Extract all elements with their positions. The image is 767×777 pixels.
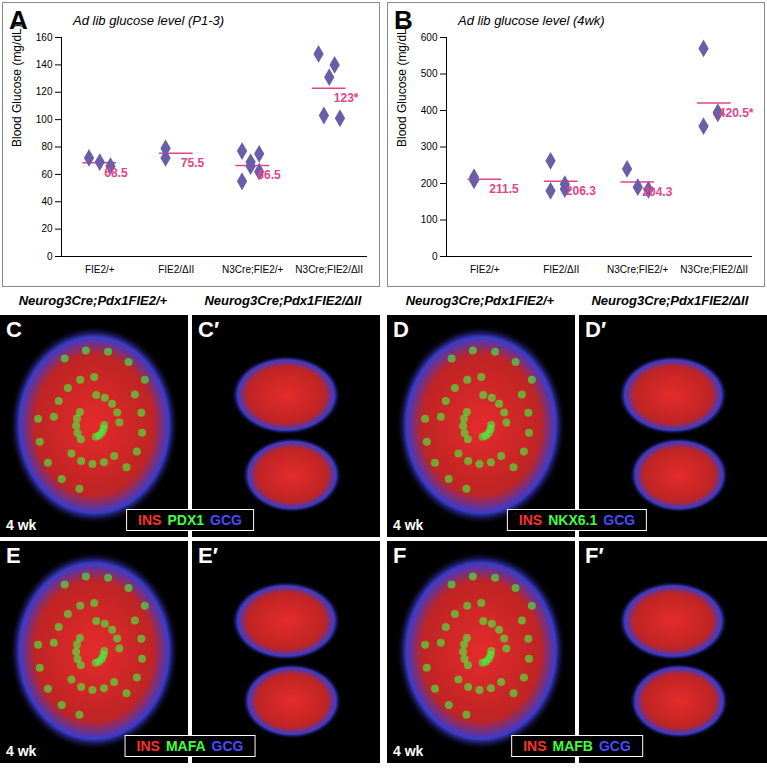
html-text:Neurog3Cre;Pdx1FIE2/+: Neurog3Cre;Pdx1FIE2/+ (405, 293, 555, 308)
svg-text:68.5: 68.5 (104, 166, 128, 180)
html-text:D: D (393, 317, 409, 342)
svg-text:20: 20 (41, 223, 53, 234)
html-text:Neurog3Cre;Pdx1FIE2/ΔII: Neurog3Cre;Pdx1FIE2/ΔII (204, 293, 362, 308)
html-text:A: A (9, 5, 28, 35)
html-text:C′: C′ (198, 317, 220, 342)
html-text:F: F (393, 543, 407, 568)
svg-text:600: 600 (421, 32, 438, 43)
html-text:Ad lib glucose level (4wk): Ad lib glucose level (4wk) (458, 13, 605, 28)
svg-text:Blood Glucose (mg/dL): Blood Glucose (mg/dL) (10, 24, 24, 147)
html-text:INS NKX6.1 GCG: INS NKX6.1 GCG (518, 512, 636, 528)
svg-text:FIE2/ΔII: FIE2/ΔII (158, 264, 194, 275)
svg-text:FIE2/ΔII: FIE2/ΔII (543, 264, 579, 275)
html-text:Ad lib glucose level (P1-3): Ad lib glucose level (P1-3) (73, 13, 224, 28)
svg-text:211.5: 211.5 (489, 182, 519, 196)
svg-text:100: 100 (421, 214, 438, 225)
html-text:B: B (394, 5, 413, 35)
html-text:4 wk: 4 wk (393, 517, 424, 533)
svg-text:100: 100 (36, 114, 53, 125)
html-text:INS MAFB GCG: INS MAFB GCG (523, 738, 631, 754)
svg-text:300: 300 (421, 141, 438, 152)
html-text:F′: F′ (585, 543, 604, 568)
svg-text:N3Cre;FIE2/+: N3Cre;FIE2/+ (222, 264, 284, 275)
svg-text:420.5*: 420.5* (719, 106, 754, 120)
svg-text:40: 40 (41, 196, 53, 207)
svg-text:N3Cre;FIE2/ΔII: N3Cre;FIE2/ΔII (295, 264, 363, 275)
html-text:GCG: GCG (210, 512, 242, 528)
svg-text:123*: 123* (334, 91, 359, 105)
svg-text:160: 160 (36, 32, 53, 43)
svg-text:60: 60 (41, 169, 53, 180)
svg-text:140: 140 (36, 59, 53, 70)
svg-text:N3Cre;FIE2/ΔII: N3Cre;FIE2/ΔII (680, 264, 748, 275)
svg-text:206.3: 206.3 (566, 184, 596, 198)
html-text:4 wk: 4 wk (393, 743, 424, 759)
svg-text:66.5: 66.5 (257, 168, 281, 182)
svg-text:75.5: 75.5 (181, 156, 205, 170)
html-text:INS MAFA GCG: INS MAFA GCG (136, 738, 244, 754)
svg-text:400: 400 (421, 105, 438, 116)
svg-text:204.3: 204.3 (642, 185, 672, 199)
svg-text:0: 0 (47, 251, 53, 262)
html-text:C: C (6, 317, 22, 342)
svg-text:500: 500 (421, 68, 438, 79)
svg-text:FIE2/+: FIE2/+ (470, 264, 500, 275)
html-text:E: E (6, 543, 21, 568)
html-text:Neurog3Cre;Pdx1FIE2/ΔII: Neurog3Cre;Pdx1FIE2/ΔII (591, 293, 749, 308)
svg-text:0: 0 (432, 251, 438, 262)
svg-text:80: 80 (41, 141, 53, 152)
html-text:4 wk: 4 wk (6, 517, 37, 533)
html-text:INS PDX1: INS PDX1 (138, 512, 204, 528)
html-text:Neurog3Cre;Pdx1FIE2/+: Neurog3Cre;Pdx1FIE2/+ (18, 293, 168, 308)
svg-text:Blood Glucose (mg/dL): Blood Glucose (mg/dL) (395, 24, 409, 147)
html-text:E′: E′ (198, 543, 218, 568)
svg-text:200: 200 (421, 178, 438, 189)
html-text:4 wk: 4 wk (6, 743, 37, 759)
html-text:D′: D′ (585, 317, 607, 342)
svg-text:120: 120 (36, 86, 53, 97)
svg-text:N3Cre;FIE2/+: N3Cre;FIE2/+ (607, 264, 669, 275)
svg-text:FIE2/+: FIE2/+ (85, 264, 115, 275)
